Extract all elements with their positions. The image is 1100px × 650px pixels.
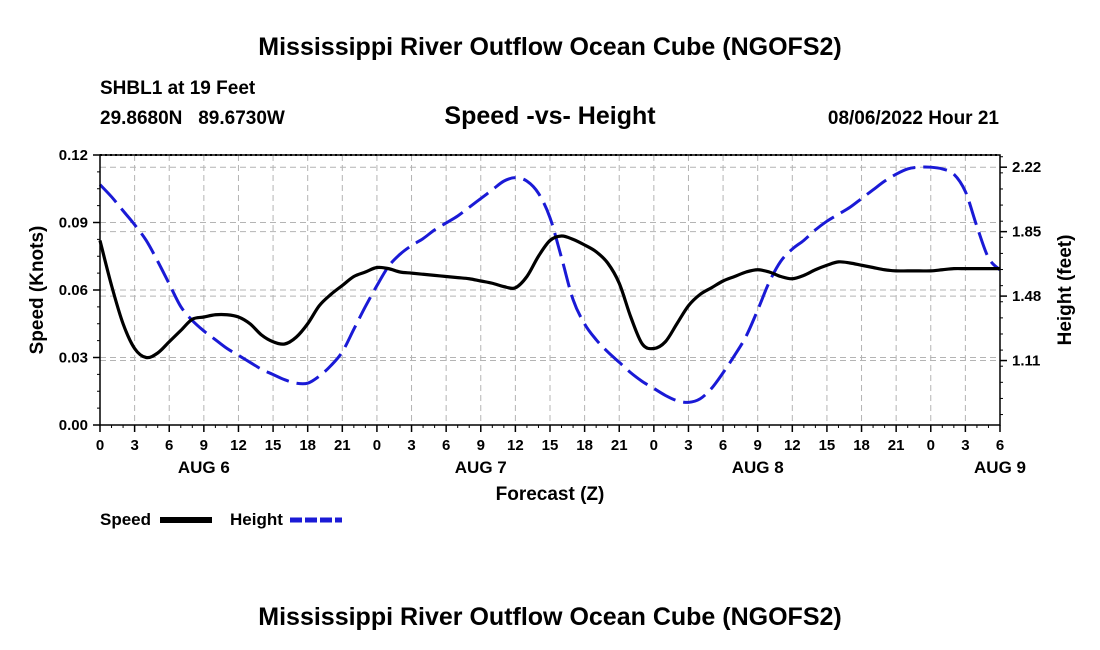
x-tick-label: 9	[754, 437, 762, 454]
chart-subtitle: Speed -vs- Height	[444, 102, 656, 130]
x-date-label: AUG 8	[732, 458, 784, 477]
y-axis-right-label: Height (feet)	[1055, 235, 1076, 346]
x-tick-label: 3	[130, 437, 138, 454]
x-tick-label: 15	[819, 437, 836, 454]
x-tick-label: 0	[373, 437, 381, 454]
x-tick-label: 9	[477, 437, 485, 454]
x-axis-label: Forecast (Z)	[496, 484, 605, 505]
series-line-speed	[98, 234, 1000, 360]
footer-chart-title: Mississippi River Outflow Ocean Cube (NG…	[258, 603, 841, 631]
axes-layer: 0 3 6 9 12 15 18 21 0 3 6 9 12 15 18 21 0 3 6 9 12 15 18 21 0 3 6A…	[59, 147, 1041, 477]
x-tick-label: 12	[784, 437, 801, 454]
x-tick-label: 15	[265, 437, 282, 454]
x-tick-label: 3	[684, 437, 692, 454]
timestamp-label: 08/06/2022 Hour 21	[828, 108, 1000, 129]
x-tick-label: 12	[230, 437, 247, 454]
x-tick-label: 6	[996, 437, 1004, 454]
x-tick-label: 6	[719, 437, 727, 454]
x-tick-label: 18	[853, 437, 870, 454]
y-left-tick-label: 0.06	[59, 282, 88, 299]
y-axis-left-label: Speed (Knots)	[27, 226, 48, 355]
station-label: SHBL1 at 19 Feet	[100, 78, 256, 99]
x-tick-label: 3	[407, 437, 415, 454]
x-tick-label: 21	[334, 437, 351, 454]
x-tick-label: 0	[927, 437, 935, 454]
x-tick-label: 12	[507, 437, 524, 454]
y-right-tick-label: 1.11	[1012, 353, 1040, 370]
chart-title: Mississippi River Outflow Ocean Cube (NG…	[258, 33, 841, 61]
x-tick-label: 18	[299, 437, 316, 454]
legend: Speed Height	[100, 510, 342, 529]
x-tick-label: 0	[96, 437, 104, 454]
location-label: 29.8680N 89.6730W	[100, 108, 285, 129]
x-tick-label: 9	[200, 437, 208, 454]
y-right-tick-label: 2.22	[1012, 159, 1041, 176]
x-date-label: AUG 6	[178, 458, 230, 477]
y-left-tick-label: 0.03	[59, 350, 88, 367]
x-tick-label: 21	[611, 437, 628, 454]
x-tick-label: 0	[650, 437, 658, 454]
legend-height-label: Height	[230, 510, 283, 529]
x-tick-label: 6	[442, 437, 450, 454]
legend-speed-label: Speed	[100, 510, 151, 529]
y-left-tick-label: 0.12	[59, 147, 88, 164]
x-tick-label: 15	[542, 437, 559, 454]
y-left-tick-label: 0.09	[59, 215, 88, 232]
y-left-tick-label: 0.00	[59, 417, 88, 434]
x-tick-label: 21	[888, 437, 905, 454]
x-date-label: AUG 9	[974, 458, 1026, 477]
series-layer	[98, 165, 1002, 404]
series-line-height	[98, 165, 1002, 404]
grid-lines	[100, 155, 1000, 425]
y-right-tick-label: 1.85	[1012, 224, 1041, 241]
y-right-tick-label: 1.48	[1012, 288, 1041, 305]
x-tick-label: 6	[165, 437, 173, 454]
x-date-label: AUG 7	[455, 458, 507, 477]
x-tick-label: 3	[961, 437, 969, 454]
x-tick-label: 18	[576, 437, 593, 454]
